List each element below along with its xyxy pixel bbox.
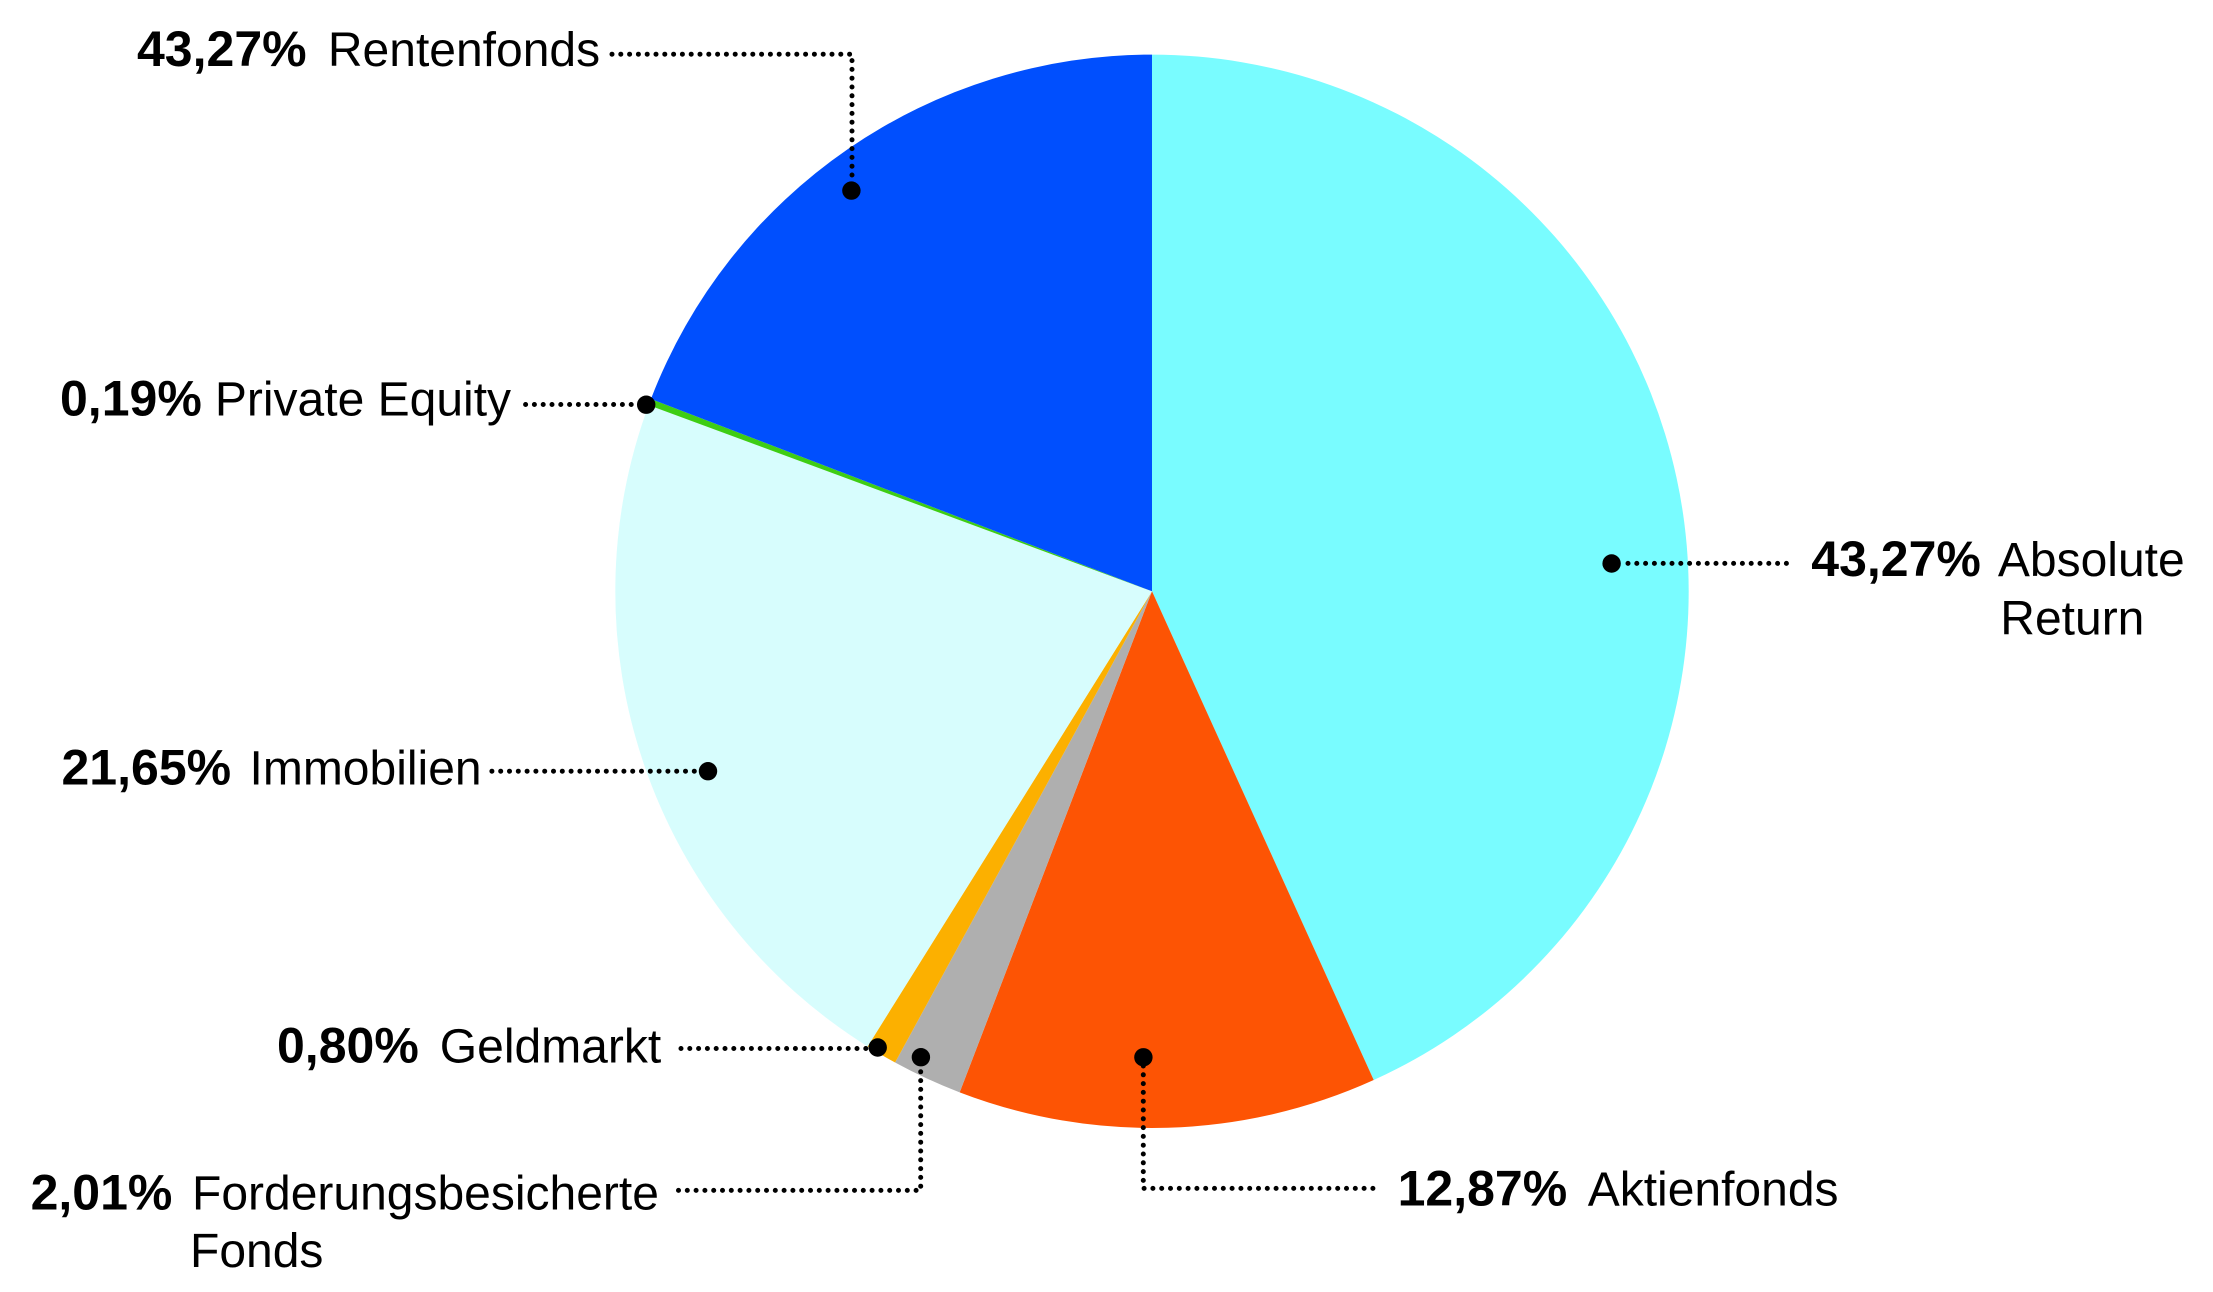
svg-text:2,01%: 2,01%: [31, 1165, 173, 1221]
svg-text:Geldmarkt: Geldmarkt: [440, 1020, 661, 1073]
svg-text:Private Equity: Private Equity: [215, 374, 511, 427]
svg-text:Fonds: Fonds: [190, 1225, 323, 1278]
svg-text:43,27%: 43,27%: [1811, 531, 1981, 587]
svg-text:0,80%: 0,80%: [277, 1017, 419, 1073]
svg-text:Forderungsbesicherte: Forderungsbesicherte: [192, 1168, 659, 1221]
svg-text:0,19%: 0,19%: [60, 371, 202, 427]
svg-text:21,65%: 21,65%: [62, 739, 232, 795]
svg-text:Return: Return: [2000, 592, 2144, 645]
svg-text:Aktienfonds: Aktienfonds: [1588, 1164, 1839, 1217]
svg-text:12,87%: 12,87%: [1398, 1161, 1568, 1217]
svg-text:Rentenfonds: Rentenfonds: [328, 24, 600, 77]
svg-text:43,27%: 43,27%: [137, 21, 307, 77]
svg-text:Absolute: Absolute: [1998, 534, 2185, 587]
svg-text:Immobilien: Immobilien: [250, 742, 482, 795]
